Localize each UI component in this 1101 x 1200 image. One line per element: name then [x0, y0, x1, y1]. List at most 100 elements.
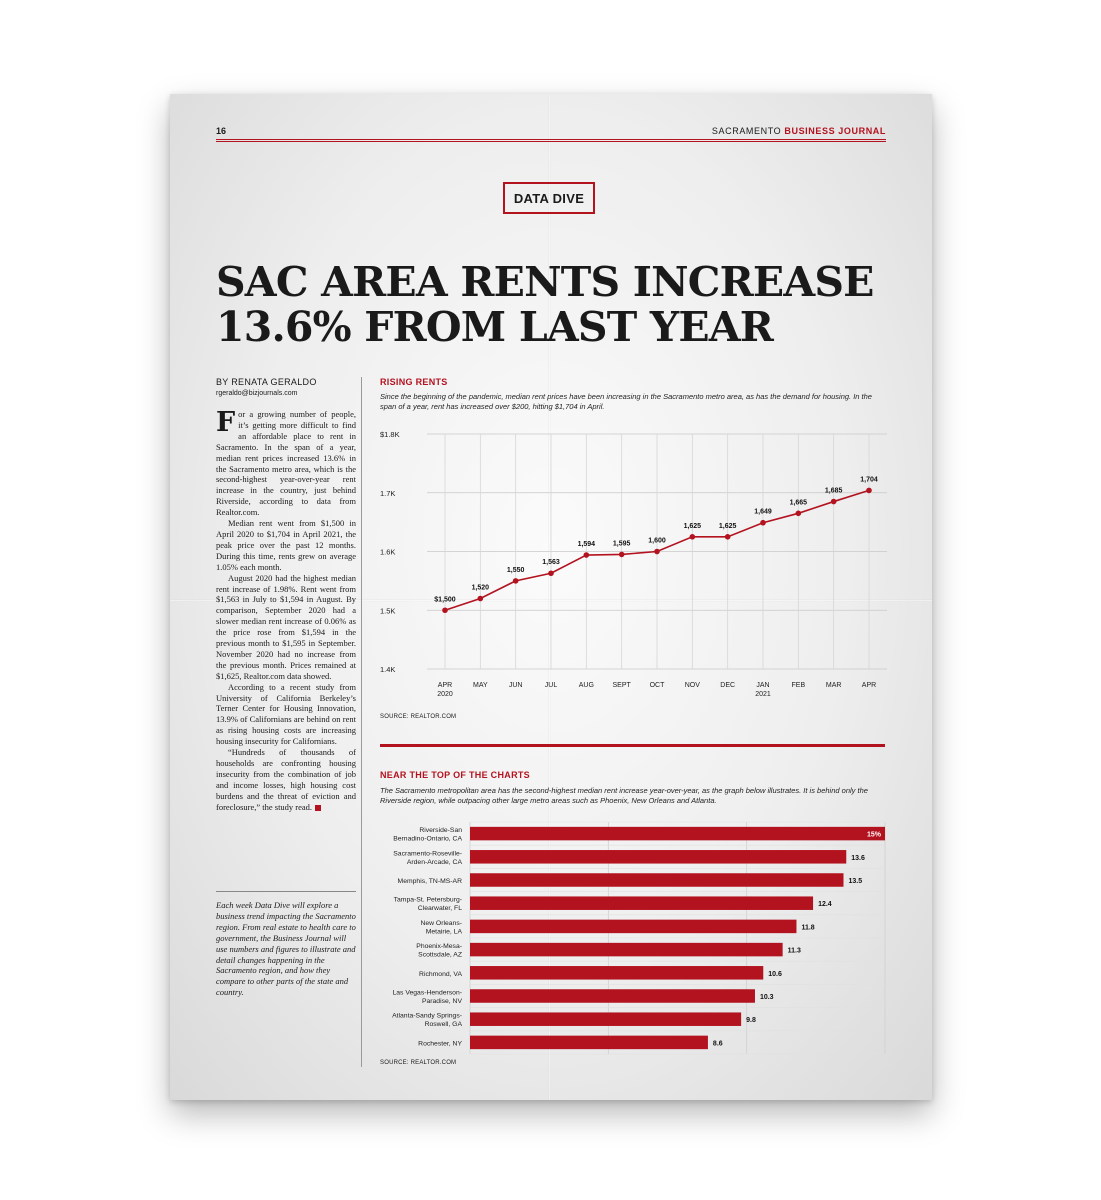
category-label: Riverside-San [419, 827, 462, 834]
page-number: 16 [216, 126, 227, 136]
section-kicker: DATA DIVE [503, 182, 595, 214]
data-label: 1,520 [472, 585, 490, 592]
bar-value-label: 12.4 [818, 901, 832, 908]
category-label: New Orleans- [420, 920, 462, 927]
rent-data-point [548, 570, 554, 577]
bar-value-label: 15% [867, 832, 882, 839]
rent-data-point [760, 519, 766, 526]
bar [470, 1012, 742, 1026]
x-tick-label: 2020 [437, 691, 453, 698]
data-label: 1,625 [684, 523, 702, 530]
bar-value-label: 11.3 [788, 948, 801, 955]
paragraph-text: “Hundreds of thousands of households are… [216, 747, 356, 812]
newspaper-page: 16 SACRAMENTO BUSINESS JOURNAL DATA DIVE… [170, 94, 932, 1100]
publication-name: SACRAMENTO BUSINESS JOURNAL [712, 126, 886, 136]
y-tick-label: 1.5K [380, 606, 395, 615]
bar-value-label: 10.3 [760, 994, 774, 1001]
promo-divider [216, 891, 356, 892]
data-label: 1,594 [578, 541, 596, 548]
byline: BY RENATA GERALDO [216, 377, 317, 387]
category-label: Scottsdale, AZ [418, 952, 462, 959]
data-label: 1,649 [754, 509, 772, 516]
article-paragraph: August 2020 had the highest median rent … [216, 572, 356, 681]
category-label: Tampa-St. Petersburg- [394, 897, 462, 904]
rent-data-point [830, 498, 837, 505]
fold-crease-vertical [548, 94, 551, 1100]
column-rule [361, 377, 362, 1067]
rent-data-point [442, 607, 448, 614]
x-tick-label: MAR [826, 682, 842, 689]
bar [470, 989, 755, 1003]
data-label: 1,685 [825, 488, 843, 495]
bar-value-label: 10.6 [768, 971, 782, 978]
bar [470, 942, 783, 957]
article-paragraph: According to a recent study from Univers… [216, 681, 356, 747]
data-label: 1,665 [790, 499, 808, 506]
x-tick-label: MAY [473, 682, 488, 689]
publication-name-prefix: SACRAMENTO [711, 126, 785, 136]
author-email: rgeraldo@bizjournals.com [216, 390, 298, 397]
data-label: 1,600 [648, 538, 666, 545]
bar [470, 1035, 708, 1050]
drop-cap: F [216, 407, 236, 438]
paragraph-text: or a growing number of people, it’s gett… [216, 409, 356, 518]
bar-chart-subtitle: The Sacramento metropolitan area has the… [380, 786, 868, 805]
category-label: Sacramento-Roseville- [393, 850, 462, 857]
bar-value-label: 13.6 [851, 855, 865, 862]
bar-value-label: 9.8 [746, 1017, 756, 1024]
category-label: Rochester, NY [418, 1040, 462, 1047]
x-tick-label: APR [438, 682, 452, 689]
x-tick-label: NOV [685, 682, 701, 689]
rent-data-point [689, 534, 696, 540]
data-label: 1,563 [542, 559, 560, 566]
bar-chart-title: NEAR THE TOP OF THE CHARTS [380, 770, 530, 780]
line-chart-subtitle: Since the beginning of the pandemic, med… [380, 392, 872, 411]
y-tick-label: $1.8K [380, 430, 400, 439]
category-label: Atlanta-Sandy Springs- [392, 1013, 462, 1020]
x-tick-label: AUG [579, 682, 594, 689]
data-label: 1,625 [719, 523, 737, 530]
rent-data-point [512, 578, 519, 584]
category-label: Metairie, LA [426, 928, 463, 935]
rent-data-point [583, 552, 590, 558]
x-tick-label: APR [862, 682, 876, 689]
data-label: $1,500 [434, 596, 456, 603]
bar [470, 850, 847, 864]
bar [470, 873, 844, 887]
headline: SAC AREA RENTS INCREASE 13.6% FROM LAST … [216, 258, 874, 351]
bar-value-label: 8.6 [713, 1040, 723, 1047]
rent-data-point [795, 510, 802, 517]
header-rule [216, 139, 886, 142]
bar [470, 919, 797, 934]
promo-blurb: Each week Data Dive will explore a busin… [216, 900, 356, 998]
category-label: Richmond, VA [419, 971, 462, 978]
x-tick-label: FEB [792, 682, 806, 689]
rent-data-point [866, 487, 872, 494]
category-label: Bernadino-Ontario, CA [393, 836, 462, 843]
x-tick-label: 2021 [755, 691, 771, 698]
section-rule [380, 744, 885, 747]
x-tick-label: JUL [545, 682, 558, 689]
x-tick-label: OCT [650, 682, 666, 689]
y-tick-label: 1.4K [380, 665, 395, 674]
category-label: Paradise, NV [422, 998, 463, 1005]
data-label: 1,550 [507, 567, 525, 574]
article-paragraph: Median rent went from $1,500 in April 20… [216, 518, 356, 572]
line-chart: 1.4K 1.5K 1.6K 1.7K $1.8K APR 2020 MAY JUN JUL AUG… [380, 430, 887, 698]
y-tick-label: 1.7K [380, 489, 395, 498]
bar [470, 896, 814, 910]
data-label: 1,595 [613, 540, 631, 547]
bar [470, 826, 885, 841]
y-tick-label: 1.6K [380, 548, 395, 557]
data-label: 1,704 [860, 476, 878, 483]
bar-value-label: 13.5 [849, 878, 863, 885]
bar [470, 966, 764, 980]
category-label: Arden-Arcade, CA [407, 859, 463, 866]
category-label: Roswell, GA [425, 1021, 463, 1028]
rent-data-point [477, 595, 484, 602]
rent-data-point [618, 551, 625, 558]
rent-data-point [724, 534, 731, 540]
